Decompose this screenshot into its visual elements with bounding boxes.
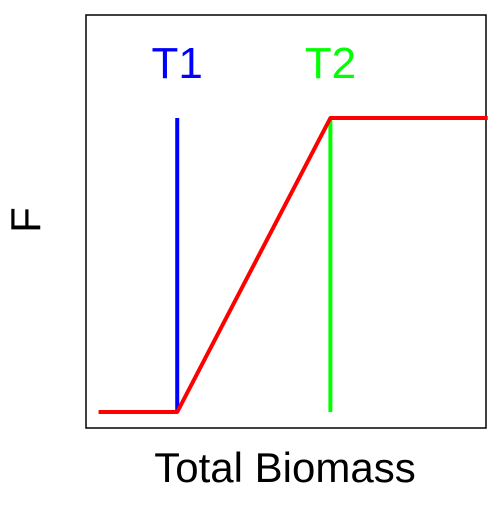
threshold-labels: T1 T2 xyxy=(152,39,357,88)
y-axis-label: F xyxy=(2,207,49,233)
threshold-label-t2: T2 xyxy=(305,39,356,88)
threshold-label-t1: T1 xyxy=(152,39,203,88)
threshold-lines xyxy=(175,118,333,412)
series-lines xyxy=(98,116,488,414)
x-axis-label: Total Biomass xyxy=(154,444,415,491)
series-line-0 xyxy=(98,116,488,414)
plot-frame xyxy=(85,14,487,429)
